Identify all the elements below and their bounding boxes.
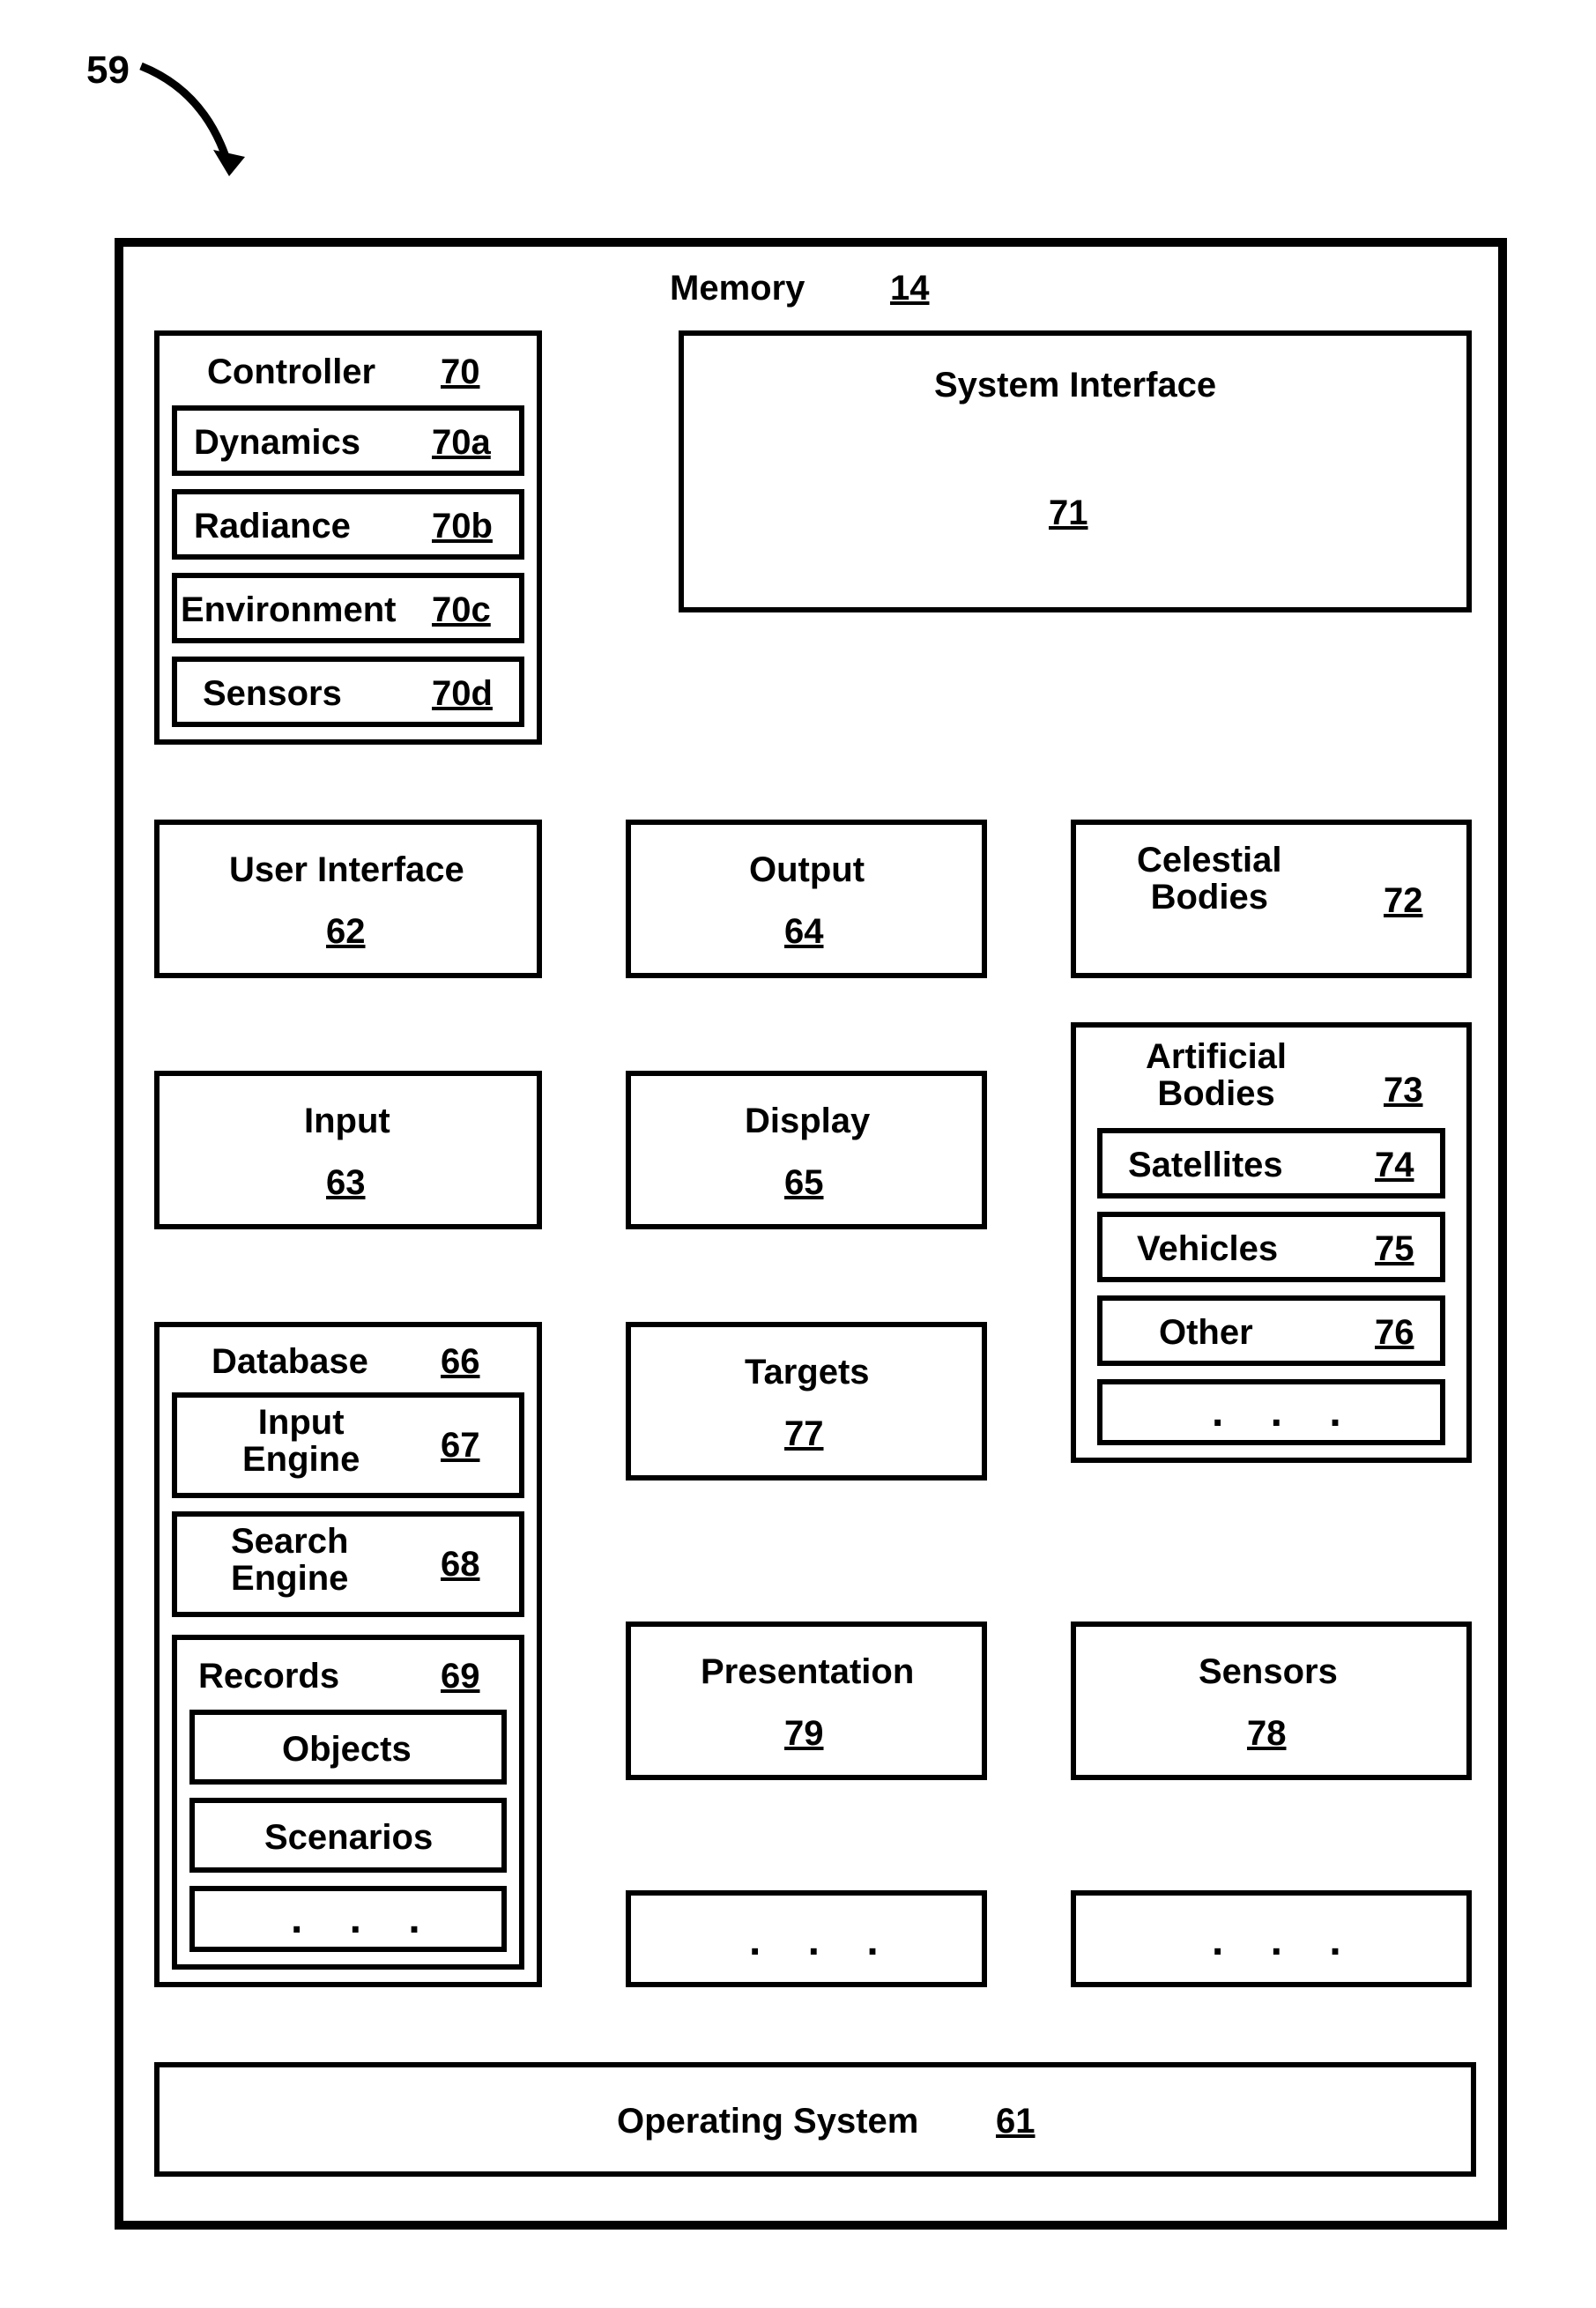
os-ref: 61 — [996, 2102, 1036, 2141]
display-ref: 65 — [784, 1163, 824, 1203]
placeholder-ellipsis-right: . . . — [1212, 1917, 1359, 1965]
system-interface-ref: 71 — [1049, 494, 1088, 533]
presentation-box — [626, 1622, 987, 1780]
pointer-arrow — [132, 48, 256, 189]
database-item-input-engine-label: Input Engine — [242, 1404, 360, 1478]
presentation-label: Presentation — [701, 1652, 914, 1692]
records-item-scenarios-label: Scenarios — [264, 1818, 433, 1858]
sensors-box — [1071, 1622, 1472, 1780]
system-interface-label: System Interface — [934, 366, 1216, 405]
artificial-item-vehicles-ref: 75 — [1375, 1229, 1414, 1269]
sensors-label: Sensors — [1199, 1652, 1338, 1692]
sensors-ref: 78 — [1247, 1714, 1287, 1754]
user-interface-ref: 62 — [326, 912, 366, 952]
targets-ref: 77 — [784, 1414, 824, 1454]
artificial-item-satellites-ref: 74 — [1375, 1146, 1414, 1185]
artificial-item-vehicles-label: Vehicles — [1137, 1229, 1278, 1269]
artificial-label: Artificial Bodies — [1146, 1038, 1287, 1112]
records-ellipsis: . . . — [291, 1895, 438, 1943]
records-label: Records — [198, 1657, 339, 1696]
records-item-objects-label: Objects — [282, 1730, 412, 1770]
memory-label: Memory — [670, 269, 805, 308]
input-ref: 63 — [326, 1163, 366, 1203]
input-label: Input — [304, 1102, 390, 1141]
figure-number: 59 — [86, 48, 130, 93]
artificial-ellipsis: . . . — [1212, 1388, 1359, 1436]
database-item-search-engine-ref: 68 — [441, 1545, 480, 1584]
output-box — [626, 820, 987, 978]
diagram-canvas: 59 Memory 14 Controller 70 Dynamics 70a … — [0, 0, 1596, 2308]
database-item-search-engine-label: Search Engine — [231, 1523, 348, 1597]
controller-item-environment-ref: 70c — [432, 590, 491, 630]
display-label: Display — [745, 1102, 870, 1141]
targets-label: Targets — [745, 1353, 870, 1392]
placeholder-ellipsis-middle: . . . — [749, 1917, 896, 1965]
records-ref: 69 — [441, 1657, 480, 1696]
user-interface-label: User Interface — [229, 850, 464, 890]
database-label: Database — [212, 1342, 368, 1382]
display-box — [626, 1071, 987, 1229]
input-box — [154, 1071, 542, 1229]
controller-item-dynamics-label: Dynamics — [194, 423, 360, 463]
memory-ref: 14 — [890, 269, 930, 308]
controller-item-radiance-ref: 70b — [432, 507, 493, 546]
database-ref: 66 — [441, 1342, 480, 1382]
user-interface-box — [154, 820, 542, 978]
celestial-label: Celestial Bodies — [1137, 842, 1282, 916]
controller-item-sensors-label: Sensors — [203, 674, 342, 714]
database-item-input-engine-ref: 67 — [441, 1426, 480, 1466]
celestial-ref: 72 — [1384, 881, 1423, 921]
artificial-ref: 73 — [1384, 1071, 1423, 1110]
controller-item-sensors-ref: 70d — [432, 674, 493, 714]
artificial-item-other-ref: 76 — [1375, 1313, 1414, 1353]
targets-box — [626, 1322, 987, 1481]
os-label: Operating System — [617, 2102, 918, 2141]
controller-item-radiance-label: Radiance — [194, 507, 351, 546]
artificial-item-other-label: Other — [1159, 1313, 1253, 1353]
output-ref: 64 — [784, 912, 824, 952]
controller-item-environment-label: Environment — [181, 590, 396, 630]
controller-ref: 70 — [441, 353, 480, 392]
output-label: Output — [749, 850, 865, 890]
artificial-item-satellites-label: Satellites — [1128, 1146, 1283, 1185]
presentation-ref: 79 — [784, 1714, 824, 1754]
controller-item-dynamics-ref: 70a — [432, 423, 491, 463]
controller-label: Controller — [207, 353, 375, 392]
